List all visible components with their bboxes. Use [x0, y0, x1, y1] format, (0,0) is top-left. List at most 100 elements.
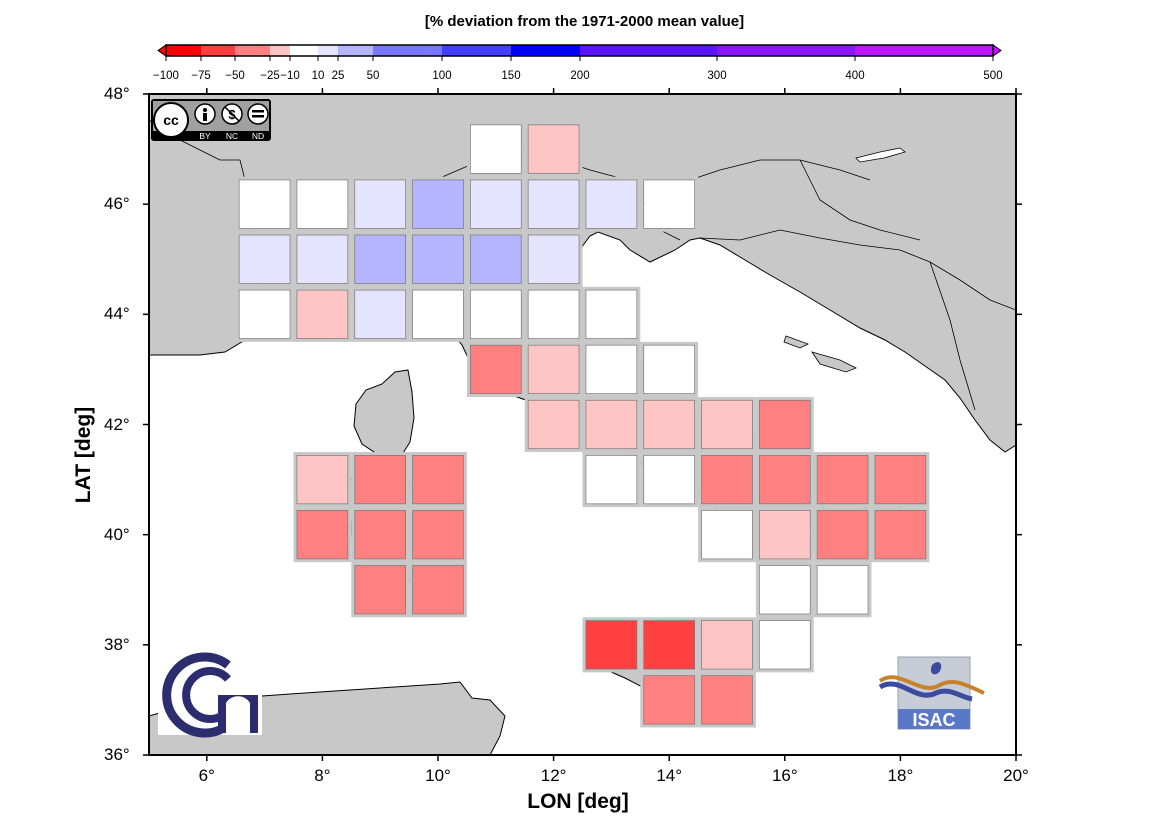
- colorbar-tick-label: −25: [260, 70, 280, 82]
- grid-cell: [701, 620, 753, 670]
- x-axis-title: LON [deg]: [527, 790, 629, 813]
- colorbar-tick-label: 200: [570, 70, 590, 82]
- colorbar-bin: [290, 45, 318, 56]
- colorbar-tick-label: 25: [331, 70, 345, 82]
- colorbar-tick-label: 150: [501, 70, 521, 82]
- grid-cell: [527, 399, 580, 450]
- grid-cell: [585, 179, 638, 229]
- alpine-lake: [855, 147, 906, 163]
- grid-cell: [238, 234, 291, 284]
- colorbar-tick-label: −10: [280, 70, 300, 82]
- colorbar-bin: [373, 45, 442, 56]
- grid-cell: [585, 399, 638, 450]
- grid-cell: [527, 289, 580, 339]
- grid-cell: [354, 289, 406, 339]
- grid-cell: [470, 289, 522, 339]
- license-label: NC: [226, 131, 238, 141]
- colorbar-bin: [201, 45, 235, 56]
- adriatic-island: [811, 351, 857, 373]
- cnr-logo: [158, 647, 262, 738]
- latitude-label: 44°: [104, 304, 130, 324]
- adriatic-island: [783, 335, 810, 349]
- grid-cell: [874, 510, 927, 560]
- latitude-label: 42°: [104, 414, 130, 434]
- colorbar-bin: [855, 45, 993, 56]
- anomaly-grid: [235, 121, 930, 728]
- cc-license-badge: cc $ BY NC ND: [151, 99, 271, 141]
- cc-icon: [153, 102, 189, 138]
- grid-cell: [816, 565, 869, 615]
- colorbar-bin: [442, 45, 511, 56]
- license-label: ND: [252, 131, 264, 141]
- longitude-label: 8°: [314, 766, 331, 785]
- latitude-label: 38°: [104, 634, 130, 654]
- grid-cell: [874, 454, 927, 505]
- grid-cell: [296, 179, 349, 229]
- longitude-label: 12°: [540, 766, 567, 785]
- longitude-label: 20°: [1003, 766, 1029, 785]
- grid-cell: [701, 675, 753, 725]
- longitude-label: 14°: [656, 766, 683, 785]
- no-derivatives-icon: [247, 103, 269, 125]
- y-axis-title: LAT [deg]: [72, 406, 95, 504]
- grid-cell: [759, 510, 811, 560]
- grid-cell: [470, 234, 522, 284]
- grid-cell: [585, 620, 638, 670]
- grid-cell: [296, 454, 349, 505]
- isac-logo: ISAC: [878, 656, 985, 730]
- colorbar-tick-label: −100: [153, 70, 179, 82]
- colorbar-bin: [717, 45, 855, 56]
- colorbar-tick-label: 300: [707, 70, 727, 82]
- grid-cell: [585, 289, 638, 339]
- grid-cell: [354, 565, 406, 615]
- grid-cell: [354, 179, 406, 229]
- latitude-label: 46°: [104, 194, 130, 214]
- grid-cell: [759, 620, 811, 670]
- colorbar-bin: [270, 45, 290, 56]
- colorbar-tick-label: −50: [225, 70, 245, 82]
- colorbar-bin: [511, 45, 580, 56]
- grid-cell: [759, 399, 811, 450]
- axis-ticks: [143, 88, 1022, 761]
- grid-cell: [296, 510, 349, 560]
- longitude-label: 10°: [425, 766, 451, 785]
- grid-cell: [701, 399, 753, 450]
- grid-cell: [412, 234, 464, 284]
- grid-cell: [470, 344, 522, 395]
- license-label: BY: [199, 131, 211, 141]
- grid-cell: [816, 510, 869, 560]
- colorbar-tick-label: 100: [432, 70, 452, 82]
- grid-cell: [527, 124, 580, 174]
- longitude-label: 6°: [198, 766, 215, 785]
- grid-cell: [816, 454, 869, 505]
- colorbar: [157, 44, 1002, 61]
- grid-cell: [296, 234, 349, 284]
- grid-cell: [759, 565, 811, 615]
- colorbar-title: [% deviation from the 1971-2000 mean val…: [424, 13, 745, 30]
- grid-cell: [643, 454, 695, 505]
- grid-cell: [643, 399, 695, 450]
- grid-cell: [470, 179, 522, 229]
- colorbar-bin: [338, 45, 373, 56]
- latitude-label: 40°: [104, 524, 130, 544]
- latitude-label: 36°: [104, 745, 130, 764]
- grid-cell: [354, 234, 406, 284]
- grid-cell: [585, 454, 638, 505]
- grid-cell: [412, 179, 464, 229]
- grid-cell: [238, 289, 291, 339]
- grid-cell: [527, 179, 580, 229]
- grid-cell: [643, 179, 695, 229]
- grid-cell: [238, 179, 291, 229]
- grid-cell: [643, 620, 695, 670]
- colorbar-bin: [318, 45, 338, 56]
- isac-text: ISAC: [912, 710, 955, 730]
- grid-cell: [412, 510, 464, 560]
- grid-cell: [296, 289, 349, 339]
- grid-cell: [412, 565, 464, 615]
- grid-cell: [354, 454, 406, 505]
- grid-cell: [585, 344, 638, 395]
- grid-cell: [470, 124, 522, 174]
- grid-cell: [701, 454, 753, 505]
- grid-cell: [701, 510, 753, 560]
- latitude-label: 48°: [104, 84, 130, 103]
